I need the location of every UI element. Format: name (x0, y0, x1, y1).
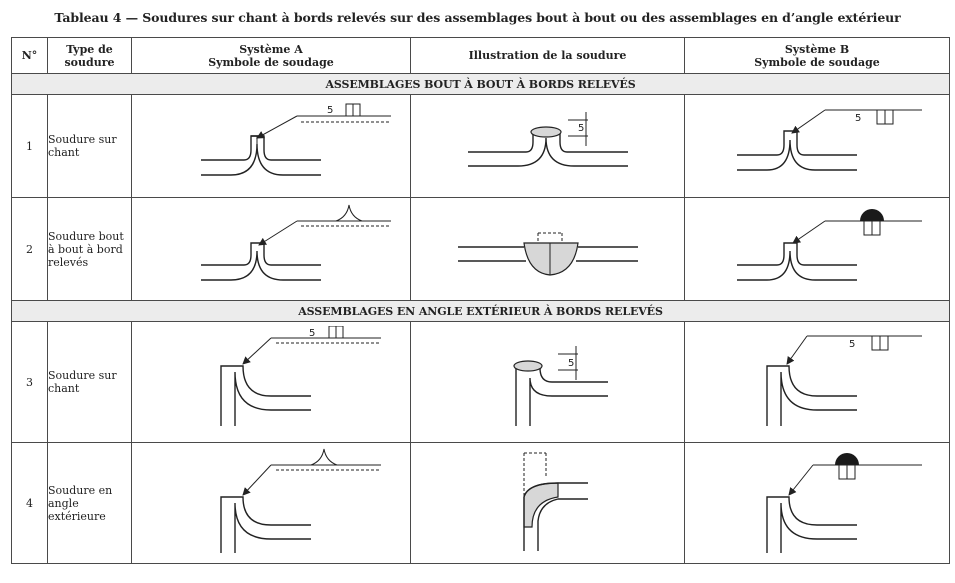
svg-text:5: 5 (855, 113, 861, 124)
weld-illustration-3: 5 (411, 322, 685, 443)
system-b-symbol-2 (685, 198, 950, 301)
butt-joint-bead-weld-illustration (428, 203, 668, 295)
table-row-3: 3 Soudure sur chant 5 5 (12, 322, 950, 443)
system-a-symbol-1: 5 (132, 95, 411, 198)
col-header-system-b: Système B Symbole de soudage (685, 38, 950, 74)
svg-text:5: 5 (309, 328, 315, 339)
system-a-symbol-3: 5 (132, 322, 411, 443)
row-number: 2 (12, 198, 48, 301)
col-header-system-b-line1: Système B (685, 43, 949, 56)
system-a-symbol-4 (132, 443, 411, 564)
weld-illustration-4 (411, 443, 685, 564)
weld-type: Soudure sur chant (48, 95, 132, 198)
weld-type: Soudure sur chant (48, 322, 132, 443)
corner-joint-bead-weld-illustration (428, 447, 668, 559)
row-number: 3 (12, 322, 48, 443)
butt-joint-edge-weld-illustration: 5 (428, 100, 668, 192)
butt-joint-edge-weld-symbol-b-drawing: 5 (707, 100, 927, 192)
butt-joint-edge-weld-symbol-a-drawing: 5 (151, 100, 391, 192)
col-header-num: N° (12, 38, 48, 74)
corner-joint-bead-weld-symbol-a-drawing (151, 447, 391, 559)
svg-text:5: 5 (849, 339, 855, 350)
corner-joint-bead-weld-symbol-b-drawing (707, 447, 927, 559)
row-number: 1 (12, 95, 48, 198)
weld-type: Soudure bout à bout à bord relevés (48, 198, 132, 301)
svg-text:5: 5 (578, 123, 584, 134)
section-title-corner: ASSEMBLAGES EN ANGLE EXTÉRIEUR À BORDS R… (12, 301, 950, 322)
system-a-symbol-2 (132, 198, 411, 301)
table-row-2: 2 Soudure bout à bout à bord relevés (12, 198, 950, 301)
header-row: N° Type de soudure Système A Symbole de … (12, 38, 950, 74)
col-header-system-a-line1: Système A (132, 43, 410, 56)
col-header-type-line1: Type de (48, 43, 131, 56)
section-title-butt: ASSEMBLAGES BOUT À BOUT À BORDS RELEVÉS (12, 74, 950, 95)
corner-joint-edge-weld-symbol-a-drawing: 5 (151, 326, 391, 438)
section-row-corner: ASSEMBLAGES EN ANGLE EXTÉRIEUR À BORDS R… (12, 301, 950, 322)
col-header-system-a-line2: Symbole de soudage (132, 56, 410, 69)
table-row-1: 1 Soudure sur chant 5 (12, 95, 950, 198)
butt-joint-bead-weld-symbol-b-drawing (707, 203, 927, 295)
system-b-symbol-4 (685, 443, 950, 564)
corner-joint-edge-weld-symbol-b-drawing: 5 (707, 326, 927, 438)
weld-type: Soudure en angle extérieure (48, 443, 132, 564)
section-row-butt: ASSEMBLAGES BOUT À BOUT À BORDS RELEVÉS (12, 74, 950, 95)
col-header-illustration: Illustration de la soudure (411, 38, 685, 74)
col-header-type-line2: soudure (48, 56, 131, 69)
row-number: 4 (12, 443, 48, 564)
corner-joint-edge-weld-illustration: 5 (428, 326, 668, 438)
table-row-4: 4 Soudure en angle extérieure (12, 443, 950, 564)
weld-table: N° Type de soudure Système A Symbole de … (11, 37, 950, 564)
table-title: Tableau 4 — Soudures sur chant à bords r… (0, 10, 955, 25)
weld-illustration-1: 5 (411, 95, 685, 198)
weld-illustration-2 (411, 198, 685, 301)
col-header-system-b-line2: Symbole de soudage (685, 56, 949, 69)
system-b-symbol-1: 5 (685, 95, 950, 198)
col-header-system-a: Système A Symbole de soudage (132, 38, 411, 74)
dimension-label: 5 (327, 105, 333, 116)
svg-text:5: 5 (568, 358, 574, 369)
col-header-type: Type de soudure (48, 38, 132, 74)
butt-joint-bead-weld-symbol-a-drawing (151, 203, 391, 295)
system-b-symbol-3: 5 (685, 322, 950, 443)
